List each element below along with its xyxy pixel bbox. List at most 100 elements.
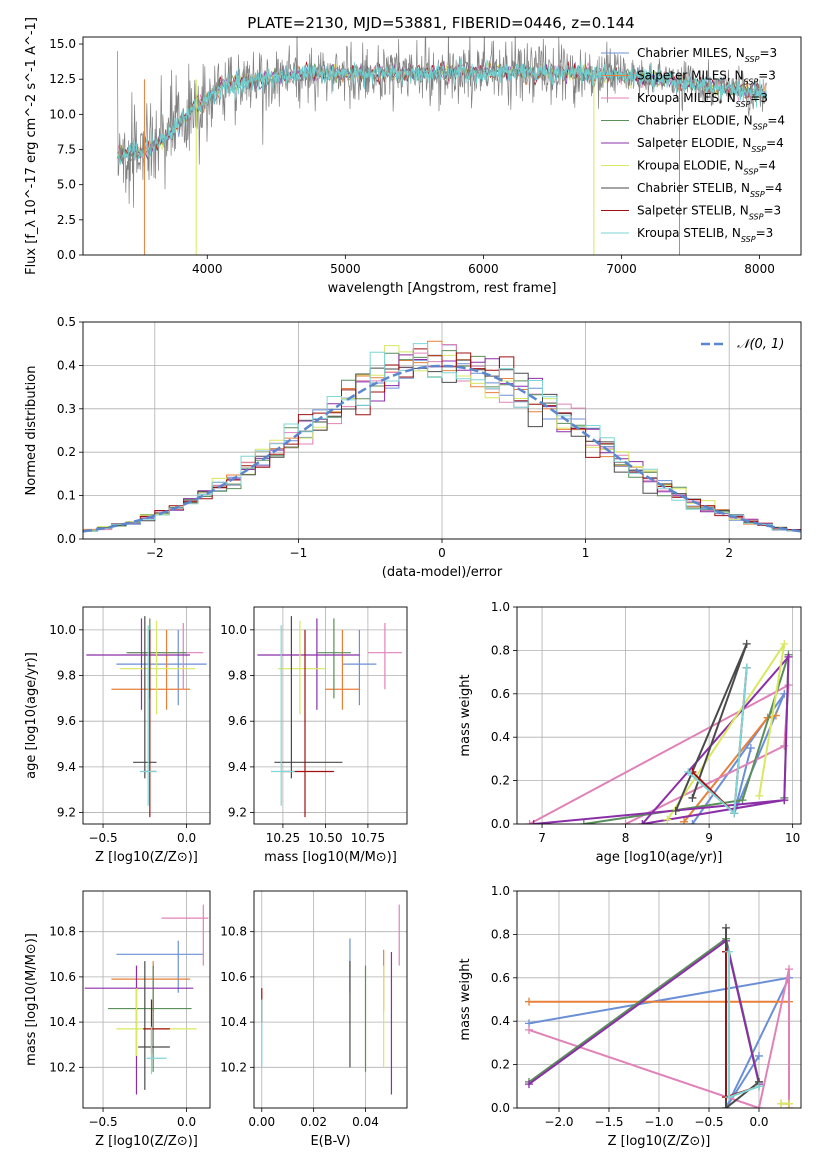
panels: 4000 5000 6000 7000 80000.02.55.07.510.012.5… xyxy=(24,17,802,1149)
weight-marker xyxy=(742,663,751,672)
y-tick-label: 10.2 xyxy=(49,1060,76,1074)
x-axis-label: wavelength [Angstrom, rest frame] xyxy=(328,281,557,296)
x-tick-label: −2.0 xyxy=(544,1115,573,1129)
legend-entry: Salpeter STELIB, NSSP=3 xyxy=(637,204,781,222)
plot-area-age_vs_Z xyxy=(86,616,207,818)
weight-marker xyxy=(621,820,630,824)
plot-area-weight_vs_age xyxy=(525,639,793,824)
axes-frame xyxy=(82,606,211,825)
x-tick-label: −0.5 xyxy=(694,1115,723,1129)
x-tick-label: 0.04 xyxy=(352,1115,379,1129)
weight-line xyxy=(528,939,760,1085)
x-tick-label: 0.0 xyxy=(177,831,196,845)
weight-marker xyxy=(684,767,693,776)
y-tick-label: 9.2 xyxy=(228,806,247,820)
y-tick-label: 0.8 xyxy=(491,643,510,657)
y-tick-label: 0.2 xyxy=(491,774,510,788)
y-tick-label: 0.5 xyxy=(57,315,76,329)
axes-frame xyxy=(82,36,802,256)
weight-marker xyxy=(525,1080,533,1089)
y-tick-label: 12.5 xyxy=(49,72,76,86)
y-tick-label: 9.2 xyxy=(57,806,76,820)
weight-marker xyxy=(688,820,697,824)
x-tick-label: −0.5 xyxy=(88,831,117,845)
weight-marker xyxy=(525,1025,533,1034)
y-tick-label: 1.0 xyxy=(491,884,510,898)
panel-mass_vs_EBV: 0.00 0.02 0.04 10.2 10.4 10.6 10.8 E(B-V) xyxy=(220,890,408,1149)
x-tick-label: −1 xyxy=(290,546,308,560)
y-tick-label: 0.2 xyxy=(57,445,76,459)
y-tick-label: 9.8 xyxy=(228,669,247,683)
plot-area-spectrum xyxy=(117,37,767,255)
weight-marker xyxy=(688,793,697,802)
x-axis-label: mass [log10(M/M⊙)] xyxy=(264,850,397,865)
panel-mass_vs_Z: −0.5 0.0 10.2 10.4 10.6 10.8 Z [log10(Z/Z⊙)] ma… xyxy=(24,890,211,1149)
y-tick-label: 0.4 xyxy=(491,1014,510,1028)
y-tick-label: 1.0 xyxy=(491,600,510,614)
weight-marker xyxy=(722,1104,730,1108)
y-tick-label: 0.0 xyxy=(491,817,510,831)
legend-entry: Chabrier STELIB, NSSP=4 xyxy=(637,181,782,199)
x-tick-label: 0.0 xyxy=(749,1115,768,1129)
x-tick-label: −0.5 xyxy=(88,1115,117,1129)
weight-marker xyxy=(777,1099,785,1108)
y-tick-label: 10.8 xyxy=(49,925,76,939)
x-tick-label: 6000 xyxy=(468,262,499,276)
y-tick-label: 0.4 xyxy=(491,730,510,744)
y-tick-label: 9.6 xyxy=(228,714,247,728)
weight-marker xyxy=(725,947,733,956)
legend-entry: 𝒩(0, 1) xyxy=(737,337,784,352)
x-tick-label: 10 xyxy=(785,831,800,845)
plot-area-mass_vs_EBV xyxy=(261,904,400,1095)
axes-frame xyxy=(516,606,802,825)
x-tick-label: 1 xyxy=(582,546,590,560)
weight-marker xyxy=(784,652,793,661)
x-tick-label: 7000 xyxy=(606,262,637,276)
axes-frame xyxy=(82,321,802,540)
weight-marker xyxy=(785,1099,793,1108)
x-tick-label: 0.0 xyxy=(177,1115,196,1129)
y-tick-label: 9.8 xyxy=(57,669,76,683)
panel-weight_vs_Z: −2.0 −1.5 −1.0 −0.5 0.0 0.0 0.2 0.4 0.6 0.8 1.0 Z [… xyxy=(458,884,802,1149)
x-tick-label: 0.00 xyxy=(248,1115,275,1129)
legend-entry: Salpeter ELODIE, NSSP=4 xyxy=(637,136,784,154)
y-tick-label: 10.0 xyxy=(49,107,76,121)
y-axis-label: mass weight xyxy=(458,674,473,756)
x-tick-label: 10.50 xyxy=(308,831,342,845)
panel-age_vs_mass: 10.25 10.50 10.75 9.2 9.4 9.6 9.8 10.0 mass [log… xyxy=(220,606,408,865)
legend-entry: Chabrier MILES, NSSP=3 xyxy=(637,46,777,64)
x-axis-label: Z [log10(Z/Z⊙)] xyxy=(608,1134,711,1149)
y-tick-label: 7.5 xyxy=(57,143,76,157)
y-tick-label: 0.4 xyxy=(57,358,76,372)
x-tick-label: 4000 xyxy=(192,262,223,276)
y-tick-label: 10.6 xyxy=(49,970,76,984)
y-axis-label: mass weight xyxy=(458,958,473,1040)
axes-frame xyxy=(82,890,211,1109)
weight-marker xyxy=(525,820,534,824)
y-tick-label: 9.4 xyxy=(57,760,76,774)
x-tick-label: 2 xyxy=(725,546,733,560)
weight-marker xyxy=(680,817,689,824)
y-tick-label: 10.6 xyxy=(220,970,247,984)
weight-marker xyxy=(755,1051,763,1060)
x-tick-label: 8 xyxy=(622,831,630,845)
y-tick-label: 5.0 xyxy=(57,178,76,192)
x-tick-label: −1.0 xyxy=(644,1115,673,1129)
histogram-step xyxy=(83,343,801,532)
weight-marker xyxy=(755,1082,763,1091)
axes-frame xyxy=(253,890,408,1109)
x-tick-label: 9 xyxy=(705,831,713,845)
weight-marker xyxy=(755,1104,763,1108)
normal-curve xyxy=(83,364,801,533)
weight-marker xyxy=(746,744,755,753)
weight-marker xyxy=(525,997,533,1006)
weight-line xyxy=(687,667,748,816)
weight-marker xyxy=(742,639,751,648)
figure-title: PLATE=2130, MJD=53881, FIBERID=0446, z=0… xyxy=(247,14,634,32)
weight-marker xyxy=(722,923,730,932)
x-tick-label: −1.5 xyxy=(594,1115,623,1129)
weight-line xyxy=(528,976,791,1108)
panel-spectrum: 4000 5000 6000 7000 8000 0.0 2.5 5.0 7.5 10.0 12.5… xyxy=(24,17,802,296)
plot-area-mass_vs_Z xyxy=(84,904,209,1095)
y-tick-label: 10.4 xyxy=(49,1015,76,1029)
